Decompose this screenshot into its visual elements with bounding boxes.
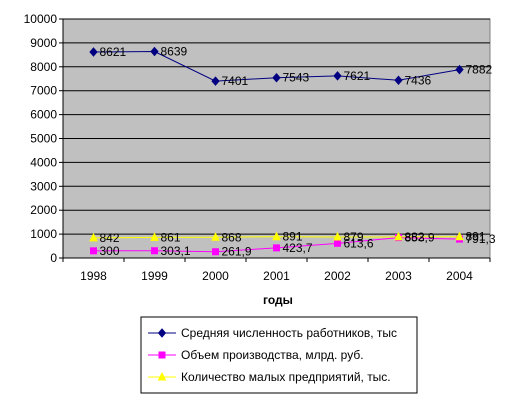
data-labels: 8621 8639 7401 7543 7621 7436 7882 300 303,1 261,… — [100, 45, 496, 259]
data-label-production-2003: 853,9 — [405, 231, 435, 245]
y-tick-label: 2000 — [30, 203, 57, 217]
data-point-production-2001 — [273, 244, 280, 252]
data-point-enterprises-2002 — [333, 231, 342, 241]
data-label-workers-1999: 8639 — [161, 45, 188, 59]
data-label-enterprises-2000: 868 — [222, 230, 242, 244]
legend: Средняя численность работников, тыс Объем… — [140, 316, 418, 394]
y-tick-label: 6000 — [30, 108, 57, 122]
data-point-workers-2001 — [272, 72, 281, 83]
data-label-workers-1998: 8621 — [100, 45, 127, 59]
data-point-enterprises-2000 — [211, 232, 220, 241]
data-label-enterprises-2002: 879 — [344, 230, 364, 244]
y-tick-label: 7000 — [30, 84, 57, 98]
data-label-enterprises-1998: 842 — [100, 231, 120, 245]
legend-marker-workers — [157, 328, 167, 338]
x-tick-label-2000: 2000 — [202, 269, 229, 283]
y-tick-label: 9000 — [30, 36, 57, 50]
y-tick-label: 0 — [50, 251, 57, 265]
y-tick-label: 1000 — [30, 227, 57, 241]
data-point-workers-1999 — [150, 46, 159, 57]
data-point-enterprises-2001 — [272, 231, 281, 241]
x-tick-label-1998: 1998 — [80, 269, 107, 283]
legend-label-production: Объем производства, млрд. руб. — [181, 348, 364, 362]
data-point-production-1998 — [90, 247, 97, 255]
x-tick-label-2004: 2004 — [446, 269, 473, 283]
data-point-workers-2000 — [211, 76, 220, 86]
data-point-enterprises-1999 — [150, 232, 159, 241]
data-label-production-2002: 613,6 — [344, 236, 374, 250]
x-tick-label-2001: 2001 — [263, 269, 290, 283]
data-point-production-1999 — [151, 247, 158, 255]
legend-label-enterprises: Количество малых предприятий, тыс. — [181, 370, 391, 384]
data-label-enterprises-1999: 861 — [161, 230, 181, 244]
data-label-production-1999: 303,1 — [161, 244, 191, 258]
x-axis-ticks: 1998 1999 2000 2001 2002 2003 2004 — [62, 257, 491, 283]
y-tick-label: 5000 — [30, 132, 57, 146]
data-label-production-1998: 300 — [100, 244, 120, 258]
x-axis-title: годы — [263, 293, 293, 307]
data-point-enterprises-2003 — [394, 231, 403, 241]
data-label-production-2000: 261,9 — [222, 245, 252, 259]
legend-marker-enterprises — [157, 371, 167, 381]
data-label-production-2001: 423,7 — [283, 241, 313, 255]
data-point-production-2002 — [334, 239, 341, 247]
legend-label-workers: Средняя численность работников, тыс — [181, 326, 397, 340]
legend-marker-production — [158, 351, 166, 359]
data-label-workers-2001: 7543 — [283, 71, 310, 85]
data-point-workers-2002 — [333, 71, 342, 81]
data-point-enterprises-1998 — [89, 232, 98, 242]
x-tick-label-2002: 2002 — [324, 269, 351, 283]
y-tick-label: 3000 — [30, 179, 57, 193]
data-label-enterprises-2004: 891 — [466, 230, 486, 244]
series-lines — [89, 46, 464, 256]
y-axis-ticks: 0 1000 2000 3000 4000 5000 6000 7000 8000 9000 100… — [24, 12, 64, 265]
data-point-enterprises-2004 — [455, 231, 464, 241]
data-label-workers-2000: 7401 — [222, 74, 249, 88]
data-point-workers-1998 — [89, 47, 98, 57]
data-point-production-2000 — [212, 248, 219, 256]
y-tick-label: 4000 — [30, 155, 57, 169]
x-tick-label-2003: 2003 — [385, 269, 412, 283]
y-tick-label: 10000 — [24, 12, 58, 26]
data-point-workers-2003 — [394, 75, 403, 86]
data-label-workers-2003: 7436 — [405, 73, 432, 87]
data-label-enterprises-2003: 882 — [405, 230, 425, 244]
y-tick-label: 8000 — [30, 60, 57, 74]
data-label-production-2004: 791,3 — [466, 232, 496, 246]
data-label-workers-2002: 7621 — [344, 69, 371, 83]
data-label-workers-2004: 7882 — [466, 63, 493, 77]
x-tick-label-1999: 1999 — [141, 269, 168, 283]
legend-box — [140, 316, 418, 394]
data-point-workers-2004 — [455, 64, 464, 75]
data-label-enterprises-2001: 891 — [283, 230, 303, 244]
